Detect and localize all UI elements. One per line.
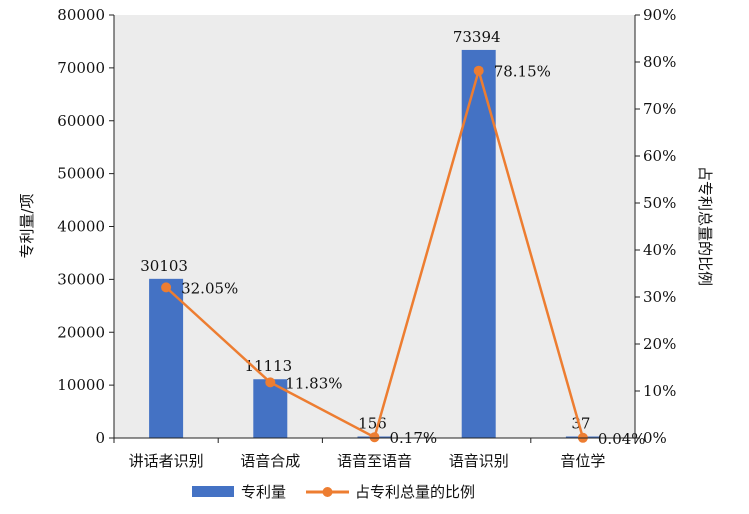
right-axis-ticks: 0% 10% 20% 30% 40% 50% 60% 70% 80% 90% xyxy=(635,6,676,447)
x-tick-label: 语音识别 xyxy=(449,452,509,470)
x-tick-label: 音位学 xyxy=(560,452,605,470)
x-tick-label: 语音合成 xyxy=(240,452,300,470)
y-right-tick-label: 90% xyxy=(643,6,676,24)
x-axis-ticks: 讲话者识别 语音合成 语音至语音 语音识别 音位学 xyxy=(113,438,636,470)
y-left-tick-label: 30000 xyxy=(57,270,105,288)
bar-data-label: 73394 xyxy=(453,28,501,46)
y-left-axis-label: 专利量/项 xyxy=(18,193,36,258)
y-right-tick-label: 50% xyxy=(643,194,676,212)
y-left-tick-label: 50000 xyxy=(57,165,105,183)
y-right-axis-label: 占专利总量的比例 xyxy=(696,166,714,286)
bar-data-label: 37 xyxy=(571,415,590,433)
line-point xyxy=(473,65,484,76)
y-left-tick-label: 60000 xyxy=(57,112,105,130)
y-left-tick-label: 80000 xyxy=(57,6,105,24)
y-right-tick-label: 80% xyxy=(643,53,676,71)
y-right-tick-label: 30% xyxy=(643,288,676,306)
bar xyxy=(149,278,184,438)
line-data-label: 11.83% xyxy=(285,374,342,392)
line-data-label: 0.04% xyxy=(598,430,646,448)
y-left-tick-label: 70000 xyxy=(57,59,105,77)
y-left-tick-label: 10000 xyxy=(57,376,105,394)
y-right-tick-label: 40% xyxy=(643,241,676,259)
x-tick-label: 讲话者识别 xyxy=(129,452,204,470)
line-data-label: 32.05% xyxy=(181,279,238,297)
legend-bar-swatch xyxy=(192,486,234,497)
legend-line-label: 占专利总量的比例 xyxy=(355,483,475,501)
plot-area xyxy=(114,15,635,438)
legend-bar-label: 专利量 xyxy=(241,483,286,501)
legend-line-marker xyxy=(322,487,333,497)
y-right-tick-label: 70% xyxy=(643,100,676,118)
line-point xyxy=(265,377,276,388)
line-labels-group: 32.05%11.83%0.17%78.15%0.04% xyxy=(181,63,645,448)
line-point xyxy=(161,282,172,293)
y-right-tick-label: 10% xyxy=(643,382,676,400)
legend: 专利量 占专利总量的比例 xyxy=(192,483,475,501)
y-right-tick-label: 60% xyxy=(643,147,676,165)
bar-data-label: 30103 xyxy=(140,257,188,275)
line-data-label: 78.15% xyxy=(494,63,551,81)
y-right-tick-label: 20% xyxy=(643,335,676,353)
y-left-tick-label: 20000 xyxy=(57,323,105,341)
line-point xyxy=(369,432,380,443)
y-left-tick-label: 40000 xyxy=(57,218,105,236)
y-right-tick-label: 0% xyxy=(643,429,667,447)
line-group xyxy=(161,65,588,443)
y-left-tick-label: 0 xyxy=(95,429,105,447)
x-tick-label: 语音至语音 xyxy=(337,452,412,470)
left-axis-ticks: 0 10000 20000 30000 40000 50000 60000 70000 8000… xyxy=(57,6,114,447)
